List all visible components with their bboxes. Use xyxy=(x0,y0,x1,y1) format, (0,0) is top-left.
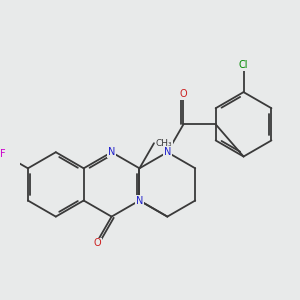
Text: N: N xyxy=(136,196,143,206)
Text: Cl: Cl xyxy=(239,60,248,70)
Text: CH₃: CH₃ xyxy=(156,139,172,148)
Text: N: N xyxy=(164,147,171,157)
Text: O: O xyxy=(94,238,101,248)
Text: O: O xyxy=(180,89,187,99)
Text: F: F xyxy=(0,149,6,159)
Text: N: N xyxy=(108,147,115,157)
